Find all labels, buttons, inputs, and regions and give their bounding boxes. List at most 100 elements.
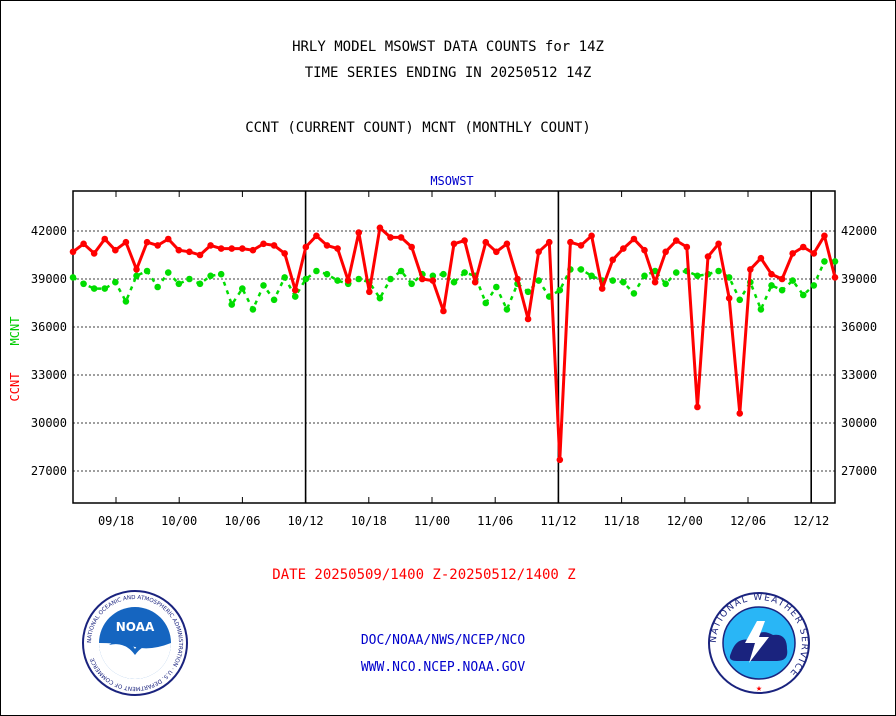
x-tick-label: 10/12	[288, 514, 324, 528]
date-range-label: DATE 20250509/1400 Z-20250512/1400 Z	[272, 567, 576, 583]
data-point-ccnt	[164, 235, 172, 243]
x-tick-label: 12/12	[793, 514, 829, 528]
plot-frame	[72, 190, 836, 504]
data-point-mcnt	[799, 291, 807, 299]
y-tick-label-right: 27000	[841, 464, 877, 478]
data-point-ccnt	[577, 242, 585, 249]
data-point-ccnt	[821, 232, 828, 240]
x-tick-label: 10/18	[351, 514, 387, 528]
data-point-ccnt	[291, 286, 299, 294]
footer-link-website[interactable]: WWW.NCO.NCEP.NOAA.GOV	[360, 660, 526, 675]
axes: 27000 27000 30000 30000 33000 33000 36000 36000…	[31, 190, 877, 528]
data-point-mcnt	[164, 269, 172, 276]
y-tick-label-left: 30000	[31, 416, 67, 430]
data-point-ccnt	[683, 243, 691, 251]
noaa-logo-icon: NATIONAL OCEANIC AND ATMOSPHERIC ADMINIS…	[82, 590, 188, 696]
nws-star-icon: ★	[756, 683, 762, 694]
data-point-ccnt	[789, 250, 796, 257]
data-point-ccnt	[715, 240, 722, 248]
chart-title-line-1: HRLY MODEL MSOWST DATA COUNTS for 14Z	[292, 39, 604, 55]
data-point-ccnt	[408, 243, 415, 251]
x-tick-label: 10/00	[161, 514, 197, 528]
data-point-ccnt	[609, 256, 617, 264]
data-point-ccnt	[260, 240, 267, 248]
data-point-mcnt	[821, 258, 828, 265]
data-point-ccnt	[482, 238, 490, 246]
data-point-ccnt	[471, 278, 479, 286]
data-point-ccnt	[376, 224, 384, 232]
data-point-ccnt	[302, 243, 310, 251]
data-point-mcnt	[757, 306, 765, 313]
data-point-mcnt	[789, 277, 796, 284]
data-point-ccnt	[630, 235, 638, 243]
data-point-mcnt	[556, 286, 564, 294]
data-point-mcnt	[281, 274, 288, 281]
x-tick-label: 11/18	[604, 514, 640, 528]
data-point-ccnt	[429, 277, 437, 284]
data-point-ccnt	[831, 274, 839, 281]
data-point-ccnt	[249, 246, 257, 254]
data-point-ccnt	[344, 277, 352, 284]
data-point-mcnt	[69, 274, 77, 281]
data-point-mcnt	[270, 296, 278, 304]
data-point-mcnt	[778, 286, 786, 294]
data-point-ccnt	[418, 275, 426, 283]
data-point-mcnt	[810, 282, 818, 289]
data-point-ccnt	[461, 237, 468, 244]
data-point-ccnt	[535, 248, 542, 256]
data-point-ccnt	[143, 238, 151, 246]
data-point-ccnt	[397, 234, 405, 241]
data-point-ccnt	[355, 229, 363, 236]
data-point-mcnt	[154, 283, 161, 291]
data-point-ccnt	[217, 245, 225, 252]
data-point-mcnt	[334, 277, 341, 284]
data-point-ccnt	[154, 242, 161, 249]
data-point-mcnt	[313, 267, 320, 275]
data-point-ccnt	[133, 266, 140, 273]
data-point-mcnt	[80, 280, 87, 288]
x-tick-label: 11/00	[414, 514, 450, 528]
data-point-mcnt	[662, 280, 669, 288]
data-point-mcnt	[588, 272, 595, 280]
data-point-ccnt	[239, 245, 246, 252]
data-point-mcnt	[493, 283, 500, 291]
data-point-ccnt	[567, 238, 574, 246]
footer-link-doc[interactable]: DOC/NOAA/NWS/NCEP/NCO	[360, 633, 526, 648]
data-point-ccnt	[704, 253, 712, 260]
data-point-mcnt	[90, 285, 98, 292]
data-point-mcnt	[239, 285, 246, 292]
x-tick-label: 12/00	[667, 514, 703, 528]
time-series-chart: 27000 27000 30000 30000 33000 33000 36000 36000…	[8, 174, 877, 528]
data-point-mcnt	[260, 282, 267, 289]
data-point-ccnt	[493, 248, 500, 256]
data-point-ccnt	[334, 245, 341, 252]
data-point-mcnt	[577, 266, 585, 273]
data-point-mcnt	[122, 298, 130, 305]
data-point-mcnt	[408, 280, 415, 288]
data-point-ccnt	[90, 250, 98, 257]
series-line-ccnt	[72, 226, 837, 462]
data-point-mcnt	[196, 280, 204, 288]
data-point-mcnt	[503, 306, 511, 313]
data-point-mcnt	[207, 272, 214, 280]
data-point-mcnt	[217, 270, 225, 278]
data-point-ccnt	[598, 285, 606, 292]
y-tick-label-left: 42000	[31, 224, 67, 238]
data-point-mcnt	[323, 270, 331, 278]
data-point-mcnt	[440, 270, 447, 278]
data-point-ccnt	[736, 410, 744, 417]
data-point-ccnt	[651, 278, 659, 286]
grid-lines	[73, 191, 835, 503]
x-tick-label: 12/06	[730, 514, 766, 528]
data-point-mcnt	[725, 274, 733, 281]
y-tick-label-right: 42000	[841, 224, 877, 238]
data-point-ccnt	[672, 237, 680, 244]
data-point-mcnt	[461, 269, 468, 276]
data-point-ccnt	[747, 266, 754, 273]
data-point-ccnt	[440, 307, 447, 315]
data-point-mcnt	[609, 277, 617, 284]
data-point-ccnt	[281, 250, 288, 257]
data-point-ccnt	[514, 275, 521, 283]
data-point-ccnt	[122, 238, 130, 246]
data-point-mcnt	[715, 267, 722, 275]
